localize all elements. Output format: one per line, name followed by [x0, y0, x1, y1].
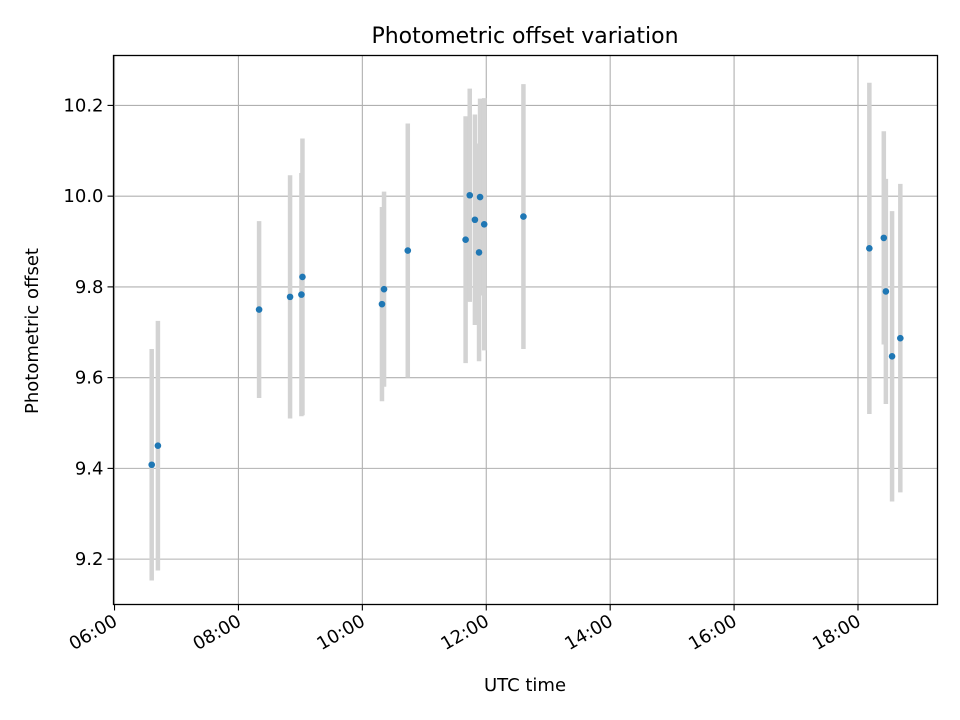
x-axis-label: UTC time [484, 675, 566, 696]
data-point [880, 234, 888, 242]
data-point [475, 249, 483, 256]
data-point [148, 461, 156, 469]
data-point [476, 193, 484, 201]
data-point [404, 247, 412, 254]
y-tick-label: 10.2 [63, 95, 103, 116]
point-layer [148, 191, 904, 469]
y-tick-layer: 9.2 9.4 9.6 9.8 10.0 10.2 [63, 95, 114, 570]
data-point [866, 245, 873, 252]
data-point [299, 273, 306, 281]
y-tick-label: 9.6 [75, 368, 104, 389]
data-point [462, 236, 469, 244]
y-axis-label: Photometric offset [22, 248, 43, 414]
y-tick-label: 9.8 [75, 277, 104, 298]
data-point [466, 191, 474, 199]
data-point [471, 216, 479, 224]
data-point [298, 291, 305, 298]
y-tick-label: 9.2 [75, 549, 104, 570]
data-point [255, 306, 263, 313]
data-point [480, 220, 488, 228]
data-point [380, 285, 388, 293]
data-point [378, 300, 386, 308]
data-point [286, 293, 294, 301]
y-tick-label: 9.4 [75, 458, 104, 479]
data-point [520, 213, 527, 220]
data-point [154, 442, 162, 449]
data-point [888, 353, 896, 360]
data-point [897, 334, 904, 342]
data-point [882, 288, 890, 295]
plot-frame [112, 54, 939, 606]
chart-title: Photometric offset variation [371, 24, 678, 49]
y-tick-label: 10.0 [63, 186, 103, 207]
